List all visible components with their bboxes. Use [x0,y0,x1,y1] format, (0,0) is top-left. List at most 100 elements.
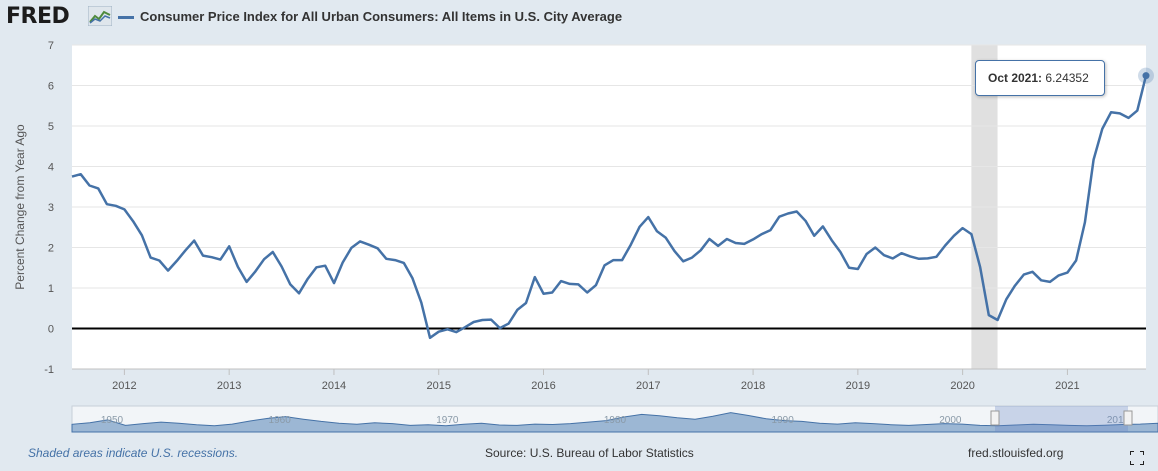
data-point[interactable] [610,257,616,263]
data-point[interactable] [130,218,136,224]
data-point[interactable] [383,256,389,262]
data-point[interactable] [235,264,241,270]
data-point[interactable] [305,276,311,282]
data-point[interactable] [645,214,651,220]
data-point[interactable] [750,236,756,242]
data-point[interactable] [881,252,887,258]
data-point[interactable] [410,275,416,281]
data-point[interactable] [593,282,599,288]
data-point[interactable] [287,281,293,287]
data-point[interactable] [899,250,905,256]
data-point[interactable] [165,268,171,274]
data-point[interactable] [1073,257,1079,263]
data-point[interactable] [619,257,625,263]
data-point[interactable] [1056,272,1062,278]
data-point[interactable] [663,235,669,241]
data-point[interactable] [1003,296,1009,302]
hover-point[interactable] [1142,72,1150,80]
data-point[interactable] [523,300,529,306]
data-point[interactable] [95,185,101,191]
navigator-handle[interactable] [1123,410,1133,426]
data-point[interactable] [933,254,939,260]
data-point[interactable] [296,290,302,296]
data-point[interactable] [497,325,503,331]
data-point[interactable] [951,233,957,239]
data-point[interactable] [829,237,835,243]
data-point[interactable] [724,236,730,242]
fullscreen-icon[interactable] [1130,451,1144,465]
data-point[interactable] [86,183,92,189]
data-point[interactable] [584,289,590,295]
data-point[interactable] [322,263,328,269]
data-point[interactable] [960,225,966,231]
data-point[interactable] [628,242,634,248]
data-point[interactable] [183,247,189,253]
data-point[interactable] [418,300,424,306]
data-point[interactable] [331,280,337,286]
data-point[interactable] [567,281,573,287]
data-point[interactable] [1117,110,1123,116]
data-point[interactable] [313,264,319,270]
data-point[interactable] [846,265,852,271]
data-point[interactable] [1134,108,1140,114]
data-point[interactable] [602,262,608,268]
data-point[interactable] [1064,270,1070,276]
data-point[interactable] [820,223,826,229]
data-point[interactable] [995,317,1001,323]
data-point[interactable] [375,245,381,251]
data-point[interactable] [768,227,774,233]
data-point[interactable] [942,242,948,248]
data-point[interactable] [811,233,817,239]
data-point[interactable] [916,256,922,262]
fred-logo[interactable]: FRED [6,4,70,29]
data-point[interactable] [113,203,119,209]
data-point[interactable] [1029,269,1035,275]
data-point[interactable] [706,236,712,242]
data-point[interactable] [427,335,433,341]
data-point[interactable] [392,257,398,263]
data-point[interactable] [479,317,485,323]
data-point[interactable] [575,281,581,287]
data-point[interactable] [890,255,896,261]
data-point[interactable] [549,289,555,295]
data-point[interactable] [925,255,931,261]
recession-note[interactable]: Shaded areas indicate U.S. recessions. [28,446,239,460]
data-point[interactable] [78,171,84,177]
data-point[interactable] [733,240,739,246]
data-point[interactable] [366,242,372,248]
data-point[interactable] [785,210,791,216]
data-point[interactable] [864,251,870,257]
data-point[interactable] [514,307,520,313]
data-point[interactable] [1038,277,1044,283]
data-point[interactable] [689,255,695,261]
data-point[interactable] [121,206,127,212]
data-point[interactable] [907,253,913,259]
data-point[interactable] [637,224,643,230]
data-point[interactable] [340,259,346,265]
data-point[interactable] [532,274,538,280]
data-point[interactable] [401,260,407,266]
data-point[interactable] [654,228,660,234]
data-point[interactable] [1126,115,1132,121]
data-point[interactable] [541,291,547,297]
data-point[interactable] [444,326,450,332]
data-point[interactable] [174,258,180,264]
navigator-selection[interactable] [995,406,1128,432]
data-point[interactable] [1021,272,1027,278]
data-point[interactable] [453,329,459,335]
data-point[interactable] [506,321,512,327]
data-point[interactable] [741,241,747,247]
data-point[interactable] [1108,109,1114,115]
data-point[interactable] [209,254,215,260]
data-point[interactable] [680,258,686,264]
data-point[interactable] [252,268,258,274]
data-point[interactable] [226,243,232,249]
data-point[interactable] [855,266,861,272]
data-point[interactable] [156,257,162,263]
data-point[interactable] [872,245,878,251]
navigator-handle[interactable] [990,410,1000,426]
data-point[interactable] [148,255,154,261]
data-point[interactable] [794,208,800,214]
data-point[interactable] [69,174,75,180]
data-point[interactable] [104,201,110,207]
